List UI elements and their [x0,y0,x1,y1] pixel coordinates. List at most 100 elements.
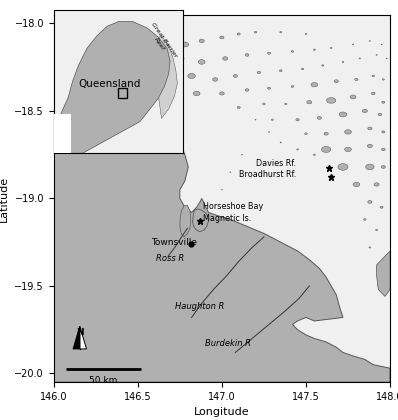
Ellipse shape [170,29,179,35]
Ellipse shape [267,52,271,54]
Ellipse shape [307,100,312,104]
Ellipse shape [381,44,382,45]
Ellipse shape [297,149,298,150]
Ellipse shape [221,189,222,190]
Ellipse shape [374,183,379,186]
Text: N: N [76,328,84,337]
Ellipse shape [165,78,171,81]
Ellipse shape [220,92,224,95]
Ellipse shape [382,131,385,133]
Ellipse shape [267,87,271,89]
Ellipse shape [291,50,294,52]
Ellipse shape [382,101,385,103]
Ellipse shape [245,54,249,56]
Ellipse shape [279,70,282,72]
Ellipse shape [271,119,273,121]
Ellipse shape [339,112,347,117]
Ellipse shape [313,49,315,50]
Ellipse shape [363,218,366,220]
Ellipse shape [301,68,304,70]
Ellipse shape [176,55,184,61]
Text: Horseshoe Bay: Horseshoe Bay [203,202,263,211]
Text: Broadhurst Rf.: Broadhurst Rf. [239,170,296,178]
Polygon shape [80,326,86,349]
Ellipse shape [369,40,371,42]
Ellipse shape [362,109,367,113]
Ellipse shape [324,132,328,135]
Ellipse shape [257,71,261,74]
Polygon shape [377,251,390,297]
Ellipse shape [376,229,378,231]
Ellipse shape [345,147,351,152]
Ellipse shape [155,60,161,64]
Ellipse shape [350,95,356,99]
Ellipse shape [213,78,218,81]
Ellipse shape [188,74,195,79]
Ellipse shape [345,130,351,134]
Ellipse shape [327,97,336,103]
Ellipse shape [285,103,287,105]
Ellipse shape [305,133,307,134]
Ellipse shape [334,80,338,83]
Bar [54,114,71,153]
Ellipse shape [382,79,384,80]
Text: Magnetic Is.: Magnetic Is. [203,214,252,223]
Ellipse shape [254,32,257,33]
Polygon shape [54,15,390,382]
Ellipse shape [305,33,307,34]
Ellipse shape [342,61,344,63]
Text: Townsville: Townsville [151,238,197,247]
Ellipse shape [369,247,371,248]
Ellipse shape [368,200,372,203]
Ellipse shape [237,33,240,35]
Ellipse shape [263,103,265,105]
Ellipse shape [330,47,332,49]
Polygon shape [193,209,209,232]
Y-axis label: Latitude: Latitude [0,176,9,221]
Ellipse shape [198,60,205,64]
Ellipse shape [154,42,161,47]
Text: 50 km: 50 km [89,376,117,385]
Ellipse shape [172,95,178,99]
Polygon shape [180,205,191,237]
Ellipse shape [338,164,348,170]
Ellipse shape [367,144,373,147]
Ellipse shape [353,182,360,186]
Text: Ross R: Ross R [156,255,185,263]
Ellipse shape [352,44,354,45]
Ellipse shape [268,131,269,132]
Ellipse shape [245,89,249,91]
Ellipse shape [230,172,231,173]
Ellipse shape [181,42,189,47]
Ellipse shape [223,57,228,60]
Ellipse shape [237,106,240,108]
Ellipse shape [317,116,322,119]
Ellipse shape [280,142,281,143]
Ellipse shape [380,206,383,208]
Ellipse shape [296,118,299,121]
Ellipse shape [280,32,282,33]
Ellipse shape [291,86,294,87]
Ellipse shape [372,75,375,77]
Ellipse shape [366,164,374,170]
Ellipse shape [199,39,204,43]
Text: Davies Rf.: Davies Rf. [256,159,296,168]
Ellipse shape [371,92,375,95]
X-axis label: Longitude: Longitude [194,407,250,417]
Ellipse shape [386,58,387,59]
Polygon shape [54,21,170,153]
Ellipse shape [381,165,385,168]
Ellipse shape [313,154,315,155]
Ellipse shape [311,82,318,87]
Ellipse shape [255,119,256,120]
Ellipse shape [233,74,238,77]
Text: Great Barrier
Reef: Great Barrier Reef [145,22,178,62]
Ellipse shape [322,147,331,152]
Polygon shape [159,36,178,118]
Ellipse shape [322,65,324,66]
Text: Queensland: Queensland [78,79,140,89]
Ellipse shape [359,58,361,59]
Ellipse shape [355,78,358,81]
Text: Haughton R: Haughton R [175,302,224,311]
Text: Burdekin R: Burdekin R [205,339,251,348]
